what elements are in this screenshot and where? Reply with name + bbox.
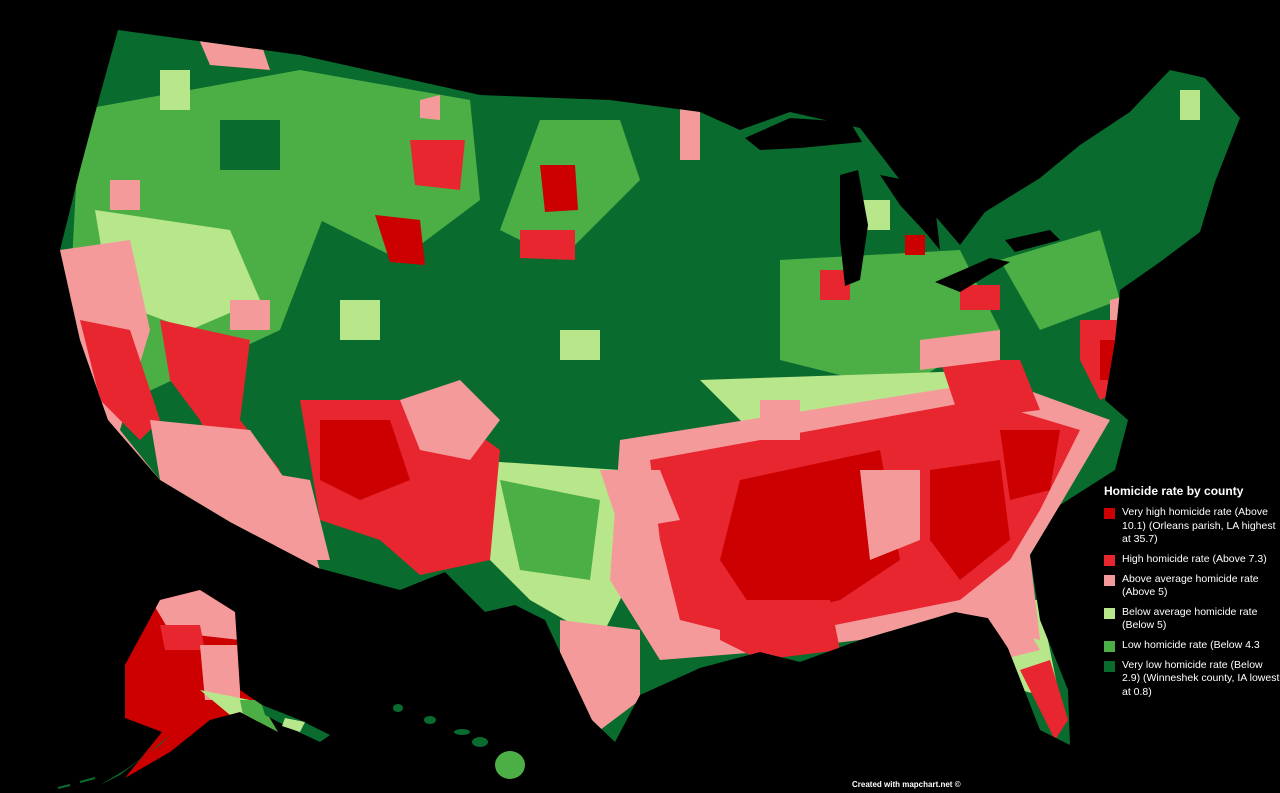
lake-ontario	[1005, 230, 1060, 252]
region-mi-dark	[905, 235, 925, 255]
region-fl-pink	[960, 600, 1040, 660]
region-az-pink	[250, 470, 330, 560]
region-sd2-red	[520, 230, 575, 260]
region-va-red	[940, 360, 1040, 420]
legend-label: Above average homicide rate (Above 5)	[1122, 572, 1259, 599]
legend-item-very-low: Very low homicide rate (Below 2.9) (Winn…	[1104, 659, 1280, 700]
region-ca-pink-north	[110, 180, 140, 210]
region-mo-pink	[760, 400, 800, 440]
lake-erie	[935, 258, 1010, 292]
great-lakes	[745, 118, 1060, 292]
region-il-red	[820, 270, 850, 300]
legend-label: High homicide rate (Above 7.3)	[1122, 552, 1267, 565]
hawaii-island-oahu	[424, 716, 436, 724]
legend-label: Low homicide rate (Below 4.3	[1122, 639, 1260, 652]
region-ne-pink	[420, 95, 440, 120]
region-ok-pink	[600, 470, 680, 530]
region-ne-low	[1000, 230, 1120, 330]
legend-item-above-average: Above average homicide rate (Above 5)	[1104, 573, 1280, 600]
hawaii-island-molokai	[454, 729, 470, 735]
alaska-counties	[57, 590, 330, 789]
region-nd-pink	[680, 100, 700, 160]
region-mt-red	[410, 140, 465, 190]
region-ga-darkred	[930, 460, 1010, 580]
legend-swatch	[1104, 574, 1115, 586]
legend-swatch	[1104, 508, 1115, 519]
region-oh-red	[960, 285, 1000, 310]
region-fl-red	[1020, 660, 1068, 740]
aleutian-islands	[57, 777, 96, 789]
legend-item-high: High homicide rate (Above 7.3)	[1104, 553, 1280, 567]
hawaii-island-big	[495, 751, 525, 779]
alaska-pink-east	[200, 645, 240, 700]
legend-item-low: Low homicide rate (Below 4.3	[1104, 639, 1280, 653]
legend-label: Below average homicide rate (Below 5)	[1122, 605, 1258, 632]
legend-label: Very low homicide rate (Below 2.9) (Winn…	[1122, 658, 1280, 699]
region-ks-light	[560, 330, 600, 360]
legend-title: Homicide rate by county	[1104, 484, 1244, 498]
map-credit: Created with mapchart.net ©	[852, 780, 961, 789]
region-ca-red	[80, 320, 160, 440]
region-co-pink	[400, 380, 500, 460]
county-patches	[60, 30, 1230, 740]
region-wa-light	[160, 70, 190, 110]
contiguous-us-counties	[60, 30, 1240, 745]
legend-item-very-high: Very high homicide rate (Above 10.1) (Or…	[1104, 506, 1280, 547]
region-sd-red	[540, 165, 578, 212]
legend-label: Very high homicide rate (Above 10.1) (Or…	[1122, 506, 1276, 546]
lake-superior	[745, 118, 862, 150]
region-sc-darkred	[1000, 430, 1060, 500]
region-ut-light	[340, 300, 380, 340]
region-dc-dark	[1100, 340, 1115, 380]
alaska-red-mid	[160, 625, 205, 650]
lake-huron	[880, 175, 940, 250]
region-va-pink	[920, 330, 1000, 370]
legend-swatch	[1104, 660, 1115, 672]
region-south-darkred	[720, 450, 900, 620]
legend-swatch	[1104, 641, 1115, 653]
region-wy-red	[375, 215, 425, 265]
region-tx-low	[500, 480, 600, 580]
legend-swatch	[1104, 554, 1115, 566]
hawaii-counties	[393, 704, 525, 779]
region-me-light	[1180, 90, 1200, 120]
region-mt-dark	[220, 120, 280, 170]
region-nm-dark	[320, 420, 410, 500]
legend-item-below-average: Below average homicide rate (Below 5)	[1104, 606, 1280, 633]
legend-swatch	[1104, 607, 1115, 619]
region-ms-mix	[860, 470, 920, 560]
region-la-red	[720, 600, 840, 660]
lake-michigan	[840, 170, 868, 286]
legend: Homicide rate by county Very high homici…	[1104, 484, 1280, 706]
hawaii-island-maui	[472, 737, 488, 747]
region-id-pink	[230, 300, 270, 330]
hawaii-island-kauai	[393, 704, 403, 712]
alaska-panhandle-light	[282, 718, 305, 732]
